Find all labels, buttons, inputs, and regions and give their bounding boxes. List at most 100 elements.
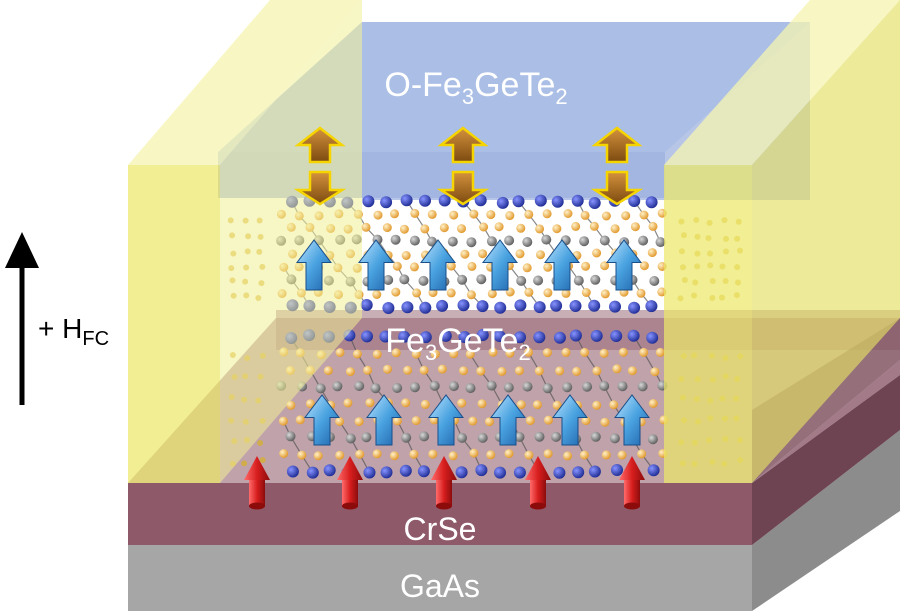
te-atom: [286, 465, 299, 478]
fe-atom: [525, 416, 535, 426]
fe-atom: [297, 450, 307, 460]
te-atom: [494, 301, 507, 314]
ge-atom: [457, 274, 468, 285]
fe-atom: [437, 364, 447, 374]
ge-atom: [315, 383, 326, 394]
fe-atom: [552, 224, 562, 234]
te-atom: [496, 196, 509, 209]
ge-atom: [486, 380, 497, 391]
fe-atom: [446, 288, 456, 298]
ge-atom: [354, 381, 365, 391]
fe-atom: [313, 451, 323, 461]
te-atom: [627, 329, 640, 342]
fe-atom: [401, 251, 411, 260]
te-atom: [417, 465, 430, 478]
ge-atom: [477, 432, 488, 443]
fe-atom: [476, 366, 486, 376]
fe-atom: [515, 249, 525, 259]
fgt-layer-label: Fe3GeTe2: [385, 322, 530, 365]
te-atom: [534, 194, 547, 207]
fe-atom: [372, 449, 382, 459]
crse-layer-label: CrSe: [404, 511, 477, 547]
fe-atom: [323, 366, 333, 376]
gaas-layer-label: GaAs: [400, 568, 480, 604]
magnetic-moment-arrow-icon: [605, 239, 643, 291]
magnetic-moment-arrow-icon: [365, 394, 403, 446]
fe-atom: [639, 210, 649, 220]
fe-atom: [477, 399, 487, 409]
fe-atom: [430, 349, 440, 359]
te-atom: [628, 301, 641, 314]
fe-atom: [589, 221, 599, 231]
fe-atom: [411, 416, 421, 426]
fe-atom: [494, 222, 504, 232]
ge-atom: [562, 382, 573, 393]
ge-atom: [582, 381, 593, 392]
fe-atom: [618, 347, 628, 357]
te-atom: [419, 301, 432, 314]
magnetic-moment-arrow-icon: [489, 394, 527, 446]
te-atom: [419, 194, 431, 207]
ge-atom: [649, 276, 660, 286]
fe-atom: [648, 399, 658, 408]
magnetic-moment-arrow-icon: [613, 394, 651, 446]
ge-atom: [361, 432, 372, 443]
te-atom: [514, 299, 527, 312]
ge-atom: [590, 274, 601, 285]
fe-atom: [484, 417, 494, 427]
spin-arrows: [244, 126, 651, 510]
ghost-atom: [241, 460, 248, 467]
fe-atom: [524, 450, 534, 460]
ge-atom: [383, 275, 394, 285]
ge-atom: [541, 234, 552, 245]
ge-atom: [476, 274, 487, 285]
ge-atom: [617, 381, 628, 392]
te-atom: [475, 464, 488, 477]
fe-atom: [536, 250, 545, 260]
fe-atom: [610, 224, 620, 234]
te-atom: [400, 194, 413, 207]
fe-atom: [563, 209, 573, 218]
field-label: + HFC: [38, 313, 109, 350]
ge-atom: [429, 380, 440, 391]
fe-atom: [516, 223, 526, 233]
fe-atom: [514, 366, 524, 376]
ge-atom: [447, 236, 458, 247]
ge-atom: [514, 432, 525, 442]
interface-spin-arrow-icon: [619, 456, 645, 510]
ge-atom: [390, 234, 401, 245]
fe-atom: [486, 210, 496, 220]
fe-atom: [390, 209, 399, 219]
fe-atom: [468, 416, 478, 426]
magnetic-moment-arrow-icon: [551, 394, 589, 446]
te-atom: [476, 300, 489, 313]
fe-atom: [592, 400, 602, 410]
fe-atom: [372, 349, 382, 359]
fe-atom: [639, 347, 649, 357]
te-atom: [362, 195, 375, 208]
fe-atom: [580, 347, 590, 357]
fe-atom: [420, 224, 430, 234]
fe-atom: [524, 209, 534, 219]
te-atom: [588, 197, 601, 209]
crse-side-face: [752, 375, 900, 545]
te-atom: [382, 302, 395, 314]
magnetic-moment-arrow-icon: [481, 239, 519, 291]
fe-atom: [403, 365, 413, 375]
te-atom: [399, 464, 412, 477]
te-atom: [493, 330, 506, 342]
ge-atom: [399, 274, 410, 285]
fe-atom: [478, 249, 488, 259]
fe-atom: [592, 366, 602, 376]
fe-atom: [399, 224, 409, 234]
te-atom: [553, 466, 566, 479]
ge-atom: [522, 237, 533, 247]
fe-atom: [579, 450, 589, 460]
fe-atom: [600, 289, 610, 299]
ge-atom: [503, 382, 514, 393]
ge-atom: [599, 381, 610, 391]
fe-atom: [428, 449, 438, 459]
fe-atom: [457, 398, 467, 408]
fe-atom: [459, 366, 468, 376]
fe-atom: [612, 364, 622, 374]
